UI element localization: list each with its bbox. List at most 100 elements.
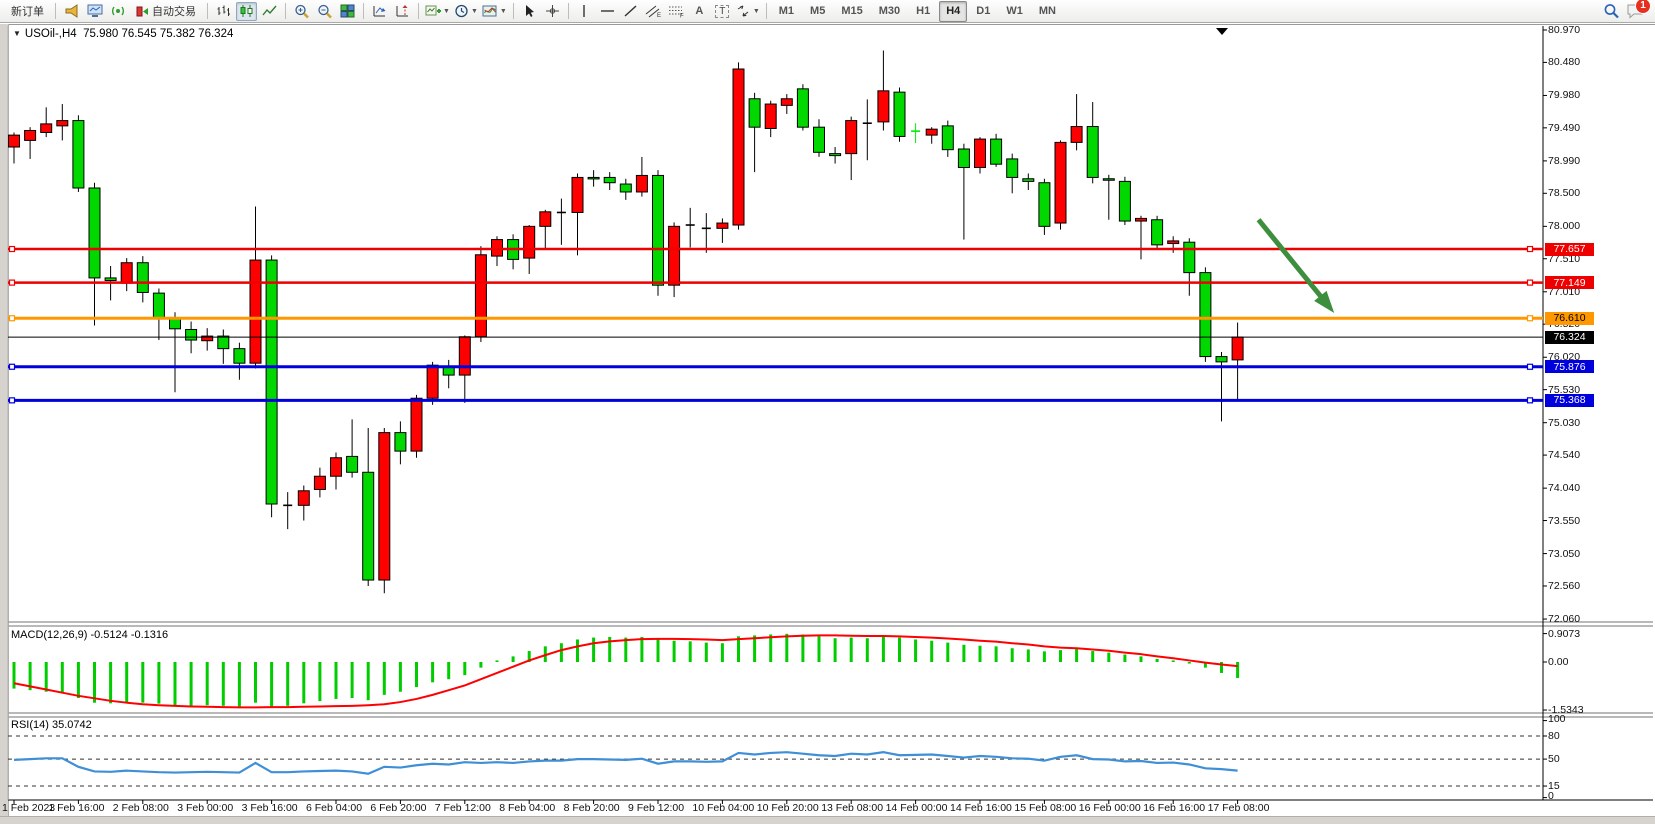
timeframe-button-H4[interactable]: H4 xyxy=(939,0,968,22)
toolbar-separator xyxy=(512,3,514,19)
timeframe-button-D1[interactable]: D1 xyxy=(976,5,991,17)
timeframe-button-MN[interactable]: MN xyxy=(1038,5,1056,17)
crosshair-icon[interactable] xyxy=(542,2,563,21)
price-tick-label: 72.060 xyxy=(1548,613,1581,626)
level-line-handle[interactable] xyxy=(8,397,16,404)
level-line-handle[interactable] xyxy=(1526,315,1534,322)
rsi-tick-label: 15 xyxy=(1548,780,1560,793)
tile-windows-icon[interactable] xyxy=(337,2,358,21)
search-icon[interactable] xyxy=(1601,2,1622,21)
autotrade-button[interactable]: 自动交易 xyxy=(130,2,202,21)
channel-tool-tag: E xyxy=(657,13,661,18)
toolbar-separator xyxy=(765,3,767,19)
rsi-tick-label: 50 xyxy=(1548,753,1560,766)
level-line-handle[interactable] xyxy=(1526,397,1534,404)
shapes-tool-icon[interactable]: ▼ xyxy=(735,2,761,21)
time-tick-label: 9 Feb 12:00 xyxy=(628,802,685,814)
zoom-out-icon[interactable] xyxy=(314,2,335,21)
chat-icon[interactable]: 1 xyxy=(1624,0,1651,21)
line-chart-icon[interactable] xyxy=(259,2,280,21)
price-tick-label: 78.990 xyxy=(1548,154,1581,167)
horizontal-line-tool-icon[interactable] xyxy=(597,2,618,21)
chart-shift-marker[interactable] xyxy=(1216,28,1228,35)
price-level-badge: 75.368 xyxy=(1545,393,1594,407)
chart-shift-icon[interactable] xyxy=(392,2,413,21)
price-tick-label: 78.500 xyxy=(1548,187,1581,200)
time-tick-label: 16 Feb 16:00 xyxy=(1143,802,1206,814)
macd-tick-label: -1.5343 xyxy=(1548,704,1584,717)
level-line-handle[interactable] xyxy=(8,245,16,253)
timeframe-button-M30[interactable]: M30 xyxy=(878,5,901,17)
price-level-badge: 75.876 xyxy=(1545,360,1594,374)
timeframe-button-M1[interactable]: M1 xyxy=(778,5,795,17)
time-tick-label: 3 Feb 16:00 xyxy=(241,802,298,814)
time-tick-label: 2 Feb 08:00 xyxy=(112,802,169,814)
main-toolbar: 新订单 自动交易 xyxy=(0,0,1655,23)
rsi-tick-label: 100 xyxy=(1548,712,1566,725)
channel-tool-icon[interactable]: E xyxy=(643,2,664,21)
new-order-button[interactable]: 新订单 xyxy=(5,2,50,21)
price-tick-label: 76.020 xyxy=(1548,351,1581,364)
level-line-handle[interactable] xyxy=(1526,279,1534,286)
level-line-handle[interactable] xyxy=(8,279,16,286)
monitor-icon[interactable] xyxy=(84,2,105,21)
cursor-icon[interactable] xyxy=(519,2,540,21)
period-clock-icon[interactable]: ▼ xyxy=(453,2,479,21)
notification-badge: 1 xyxy=(1635,0,1651,14)
time-tick-label: 10 Feb 20:00 xyxy=(756,802,819,814)
time-tick-label: 14 Feb 16:00 xyxy=(950,802,1012,814)
fibonacci-tool-tag: F xyxy=(680,14,684,19)
timeframe-button-H1[interactable]: H1 xyxy=(916,5,931,17)
horn-icon[interactable] xyxy=(61,2,82,21)
new-chart-icon[interactable]: ▼ xyxy=(424,2,451,21)
price-tick-label: 75.530 xyxy=(1548,383,1581,396)
time-tick-label: 6 Feb 04:00 xyxy=(306,802,363,814)
collapse-triangle-icon[interactable]: ▼ xyxy=(13,29,21,38)
toolbar-separator xyxy=(567,3,569,19)
candlestick-chart-icon[interactable] xyxy=(236,1,257,21)
toolbar-separator xyxy=(55,3,56,19)
vertical-line-tool-icon[interactable] xyxy=(574,2,595,21)
chevron-down-icon: ▼ xyxy=(499,7,507,15)
time-tick-label: 1 Feb 2023 xyxy=(2,802,56,814)
trendline-tool-icon[interactable] xyxy=(620,2,641,21)
time-tick-label: 13 Feb 08:00 xyxy=(821,802,884,814)
timeframe-button-M5[interactable]: M5 xyxy=(810,5,826,17)
timeframe-button-M15[interactable]: M15 xyxy=(841,5,863,17)
time-tick-label: 10 Feb 04:00 xyxy=(692,802,755,814)
zoom-in-icon[interactable] xyxy=(291,2,312,21)
price-tick-label: 80.480 xyxy=(1548,56,1581,69)
level-line-handle[interactable] xyxy=(8,315,16,322)
price-tick-label: 79.980 xyxy=(1548,89,1581,102)
price-tick-label: 80.970 xyxy=(1548,24,1581,36)
price-tick-label: 75.030 xyxy=(1548,416,1581,429)
timeframe-button-W1[interactable]: W1 xyxy=(1006,5,1023,17)
text-tool-icon[interactable]: A xyxy=(695,5,704,17)
bar-chart-icon[interactable] xyxy=(213,2,234,21)
fibonacci-tool-icon[interactable]: F xyxy=(666,2,687,21)
price-level-badge: 77.657 xyxy=(1545,242,1594,256)
auto-arrange-icon[interactable] xyxy=(369,2,390,21)
price-level-badge: 76.610 xyxy=(1545,311,1594,325)
autotrade-icon xyxy=(136,6,148,16)
level-line-handle[interactable] xyxy=(1526,245,1534,253)
time-tick-label: 6 Feb 20:00 xyxy=(370,802,427,814)
price-level-badge: 77.149 xyxy=(1545,276,1594,290)
time-tick-label: 8 Feb 20:00 xyxy=(563,802,620,814)
level-line-handle[interactable] xyxy=(8,363,16,370)
time-tick-label: 8 Feb 04:00 xyxy=(499,802,556,814)
time-tick-label: 1 Feb 16:00 xyxy=(48,802,105,814)
toolbar-separator xyxy=(363,3,364,19)
price-tick-label: 74.040 xyxy=(1548,482,1581,495)
label-tool-icon[interactable]: T xyxy=(712,2,733,21)
price-tick-label: 73.050 xyxy=(1548,547,1581,560)
window-bottom-border xyxy=(0,816,1655,824)
level-line-handle[interactable] xyxy=(1526,363,1534,370)
price-tick-label: 78.000 xyxy=(1548,220,1581,233)
signal-icon[interactable] xyxy=(107,2,128,21)
annotation-arrow[interactable] xyxy=(1256,218,1328,304)
price-level-badge: 76.324 xyxy=(1545,330,1594,344)
template-icon[interactable]: ▼ xyxy=(481,2,508,21)
price-tick-label: 72.560 xyxy=(1548,579,1581,592)
